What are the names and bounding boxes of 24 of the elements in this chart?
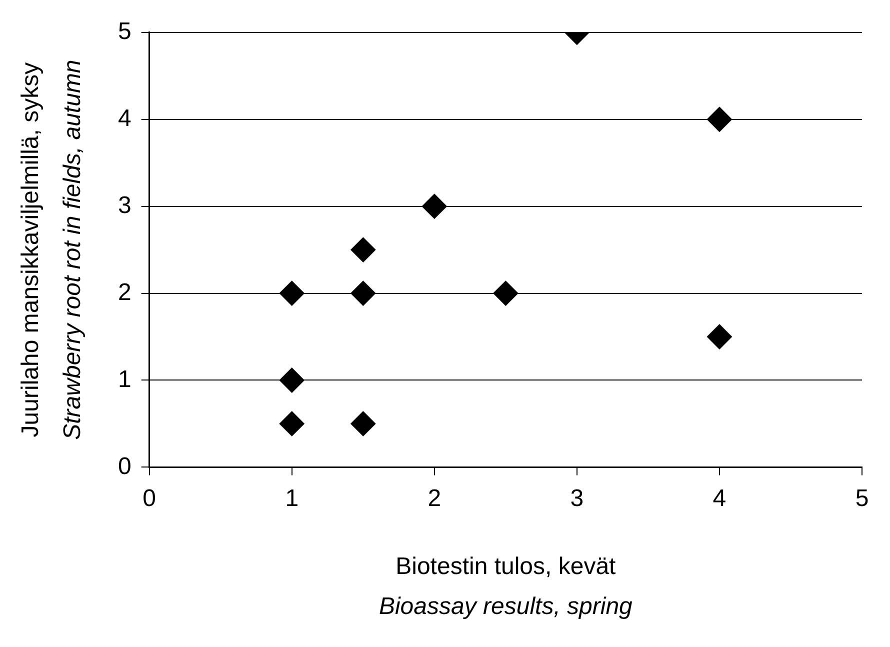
y-tick-label: 0 <box>118 452 132 480</box>
point <box>279 280 304 306</box>
point <box>706 324 732 350</box>
x-axis-title: Biotestin tulos, kevät Bioassay results, spring <box>378 552 634 620</box>
y-tick-label: 3 <box>118 192 132 219</box>
point <box>493 280 518 306</box>
x-tick-label: 3 <box>570 485 584 512</box>
y-tick-label: 1 <box>118 366 132 393</box>
point <box>422 194 447 219</box>
x-tick-label: 0 <box>142 485 156 512</box>
x-tick-label: 1 <box>285 485 299 512</box>
x-tick-label: 5 <box>855 485 869 512</box>
point <box>350 237 376 262</box>
point <box>279 411 304 436</box>
point <box>350 411 376 436</box>
point <box>279 368 304 393</box>
point <box>350 280 376 306</box>
y-tick-label: 2 <box>118 278 132 306</box>
y-tick-label: 4 <box>118 104 132 132</box>
point <box>706 106 732 132</box>
x-tick-label: 4 <box>712 485 726 512</box>
y-tick-label: 5 <box>118 18 132 46</box>
x-tick-label: 2 <box>428 485 442 512</box>
y-axis-title: Juurilaho mansikkaviljelmillä, syksy Strawberry root rot in fields, autumn <box>16 60 86 440</box>
